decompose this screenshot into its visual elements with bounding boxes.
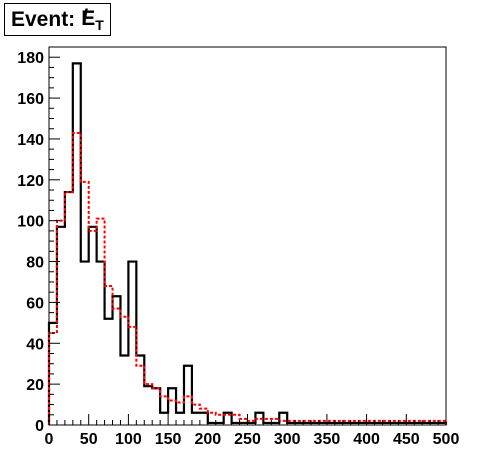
x-tick-label: 50 xyxy=(80,431,98,448)
y-tick-label: 80 xyxy=(26,255,44,272)
x-tick-label: 400 xyxy=(353,431,380,448)
y-tick-label: 40 xyxy=(26,336,44,353)
y-tick-label: 100 xyxy=(17,214,44,231)
title-symbol: E / T xyxy=(81,5,104,33)
y-tick-label: 0 xyxy=(35,418,44,435)
x-tick-label: 350 xyxy=(314,431,341,448)
x-tick-label: 200 xyxy=(194,431,221,448)
x-tick-label: 150 xyxy=(155,431,182,448)
x-tick-label: 500 xyxy=(433,431,460,448)
series-layer xyxy=(47,62,448,425)
title-prefix: Event: xyxy=(11,7,76,31)
x-tick-label: 0 xyxy=(45,431,54,448)
chart-title-box: Event: E / T xyxy=(4,3,111,36)
y-tick-label: 180 xyxy=(17,50,44,67)
y-tick-label: 60 xyxy=(26,295,44,312)
y-tick-label: 120 xyxy=(17,173,44,190)
x-axis: 0 50 100 150 200 250 300 350 400 450 500 xyxy=(45,414,460,448)
series-2-line xyxy=(48,131,447,425)
x-tick-label: 450 xyxy=(393,431,420,448)
x-tick-label: 300 xyxy=(274,431,301,448)
y-tick-label: 20 xyxy=(26,377,44,394)
y-axis: 0 20 40 60 80 100 120 140 160 180 xyxy=(17,46,60,435)
series-1-line xyxy=(47,62,448,425)
x-tick-label: 250 xyxy=(234,431,261,448)
x-tick-label: 100 xyxy=(115,431,142,448)
y-tick-label: 140 xyxy=(17,132,44,149)
title-subscript: T xyxy=(95,16,104,33)
y-tick-label: 160 xyxy=(17,91,44,108)
plot-frame xyxy=(48,46,447,426)
